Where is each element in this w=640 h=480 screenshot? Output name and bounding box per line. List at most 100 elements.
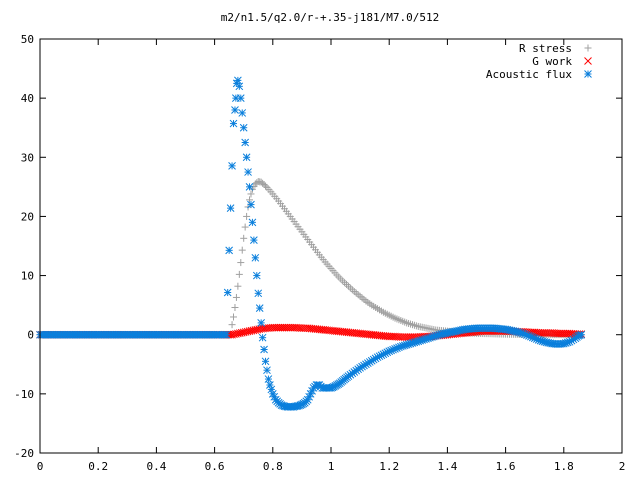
x-tick-label: 0.2 (88, 460, 108, 473)
legend-marker (584, 44, 592, 52)
data-point (343, 280, 351, 288)
data-point (282, 323, 291, 332)
data-point (238, 246, 246, 254)
data-point (286, 323, 295, 332)
data-point (341, 279, 349, 287)
data-point (350, 288, 358, 296)
data-point (360, 295, 368, 303)
data-point (236, 94, 245, 102)
data-point (228, 162, 236, 170)
data-point (554, 329, 562, 338)
y-tick-label: 20 (21, 210, 34, 223)
series-acoustic-flux (36, 76, 586, 411)
data-point (251, 253, 260, 262)
series-r-stress (36, 178, 585, 339)
data-point (352, 289, 360, 297)
data-point (241, 138, 250, 147)
data-point (298, 324, 306, 333)
data-point (410, 321, 418, 329)
legend-marker (584, 70, 592, 78)
data-point (398, 333, 407, 341)
data-point (244, 168, 252, 176)
data-point (264, 375, 273, 383)
data-point (561, 329, 570, 338)
data-point (268, 323, 277, 332)
data-point (356, 292, 364, 300)
tick-labels: 0 0.2 0.4 0.6 0.8 1 1.2 1.4 1.6 1.8 2 -20 -10 0 10 20 30… (14, 33, 625, 473)
data-point (239, 123, 248, 132)
data-point (299, 324, 308, 333)
data-point (237, 259, 245, 267)
data-point (408, 321, 416, 329)
data-point (261, 357, 270, 366)
data-point (358, 294, 366, 302)
data-point (400, 333, 409, 341)
y-tick-label: 50 (21, 33, 34, 46)
x-tick-label: 0 (37, 460, 44, 473)
data-point (558, 329, 566, 338)
data-point (230, 313, 238, 321)
data-point (225, 246, 234, 255)
data-point (247, 200, 255, 209)
chart-title: m2/n1.5/q2.0/r-+.35-j181/M7.0/512 (221, 11, 440, 24)
plot-area (36, 76, 586, 411)
data-point (272, 323, 281, 332)
data-point (577, 330, 586, 339)
data-point (226, 204, 235, 213)
x-tick-label: 0.4 (146, 460, 166, 473)
data-point (538, 329, 547, 337)
data-point (246, 196, 254, 204)
data-point (268, 390, 277, 398)
data-point (228, 321, 236, 329)
data-point (234, 282, 242, 290)
x-tick-label: 0.8 (263, 460, 283, 473)
data-point (255, 304, 264, 312)
y-tick-label: -10 (14, 388, 34, 401)
data-point (248, 218, 257, 227)
data-point (274, 323, 283, 332)
data-point (260, 180, 268, 188)
data-point (396, 333, 405, 341)
y-tick-label: 30 (21, 151, 34, 164)
y-tick-label: -20 (14, 447, 34, 460)
data-point (276, 323, 285, 332)
legend-label: Acoustic flux (486, 68, 572, 81)
data-point (222, 330, 231, 339)
data-point (260, 345, 268, 354)
data-point (245, 183, 254, 191)
data-point (232, 293, 240, 301)
data-point (556, 329, 564, 338)
data-point (231, 304, 239, 312)
data-point (243, 212, 251, 220)
data-point (278, 323, 287, 332)
data-point (262, 182, 270, 190)
x-tick-label: 0.6 (205, 460, 225, 473)
data-point (229, 119, 238, 128)
data-point (250, 236, 258, 244)
data-point (354, 291, 362, 299)
y-tick-label: 10 (21, 270, 34, 283)
data-point (387, 332, 395, 341)
x-tick-label: 1.8 (554, 460, 574, 473)
data-point (385, 332, 394, 341)
data-point (235, 270, 243, 278)
data-point (280, 323, 289, 332)
plot-frame (39, 38, 623, 454)
data-point (257, 319, 266, 327)
data-point (253, 179, 261, 187)
data-point (263, 366, 271, 375)
x-tick-label: 1 (328, 460, 335, 473)
data-point (348, 286, 356, 294)
data-point (252, 271, 261, 280)
data-point (346, 284, 354, 292)
data-point (223, 288, 232, 297)
data-point (412, 322, 420, 330)
data-point (344, 282, 352, 290)
data-point (288, 323, 297, 332)
data-point (559, 329, 568, 338)
y-tick-label: 0 (27, 329, 34, 342)
data-point (258, 333, 267, 342)
data-point (235, 82, 244, 91)
data-point (238, 109, 247, 117)
data-point (242, 153, 251, 162)
